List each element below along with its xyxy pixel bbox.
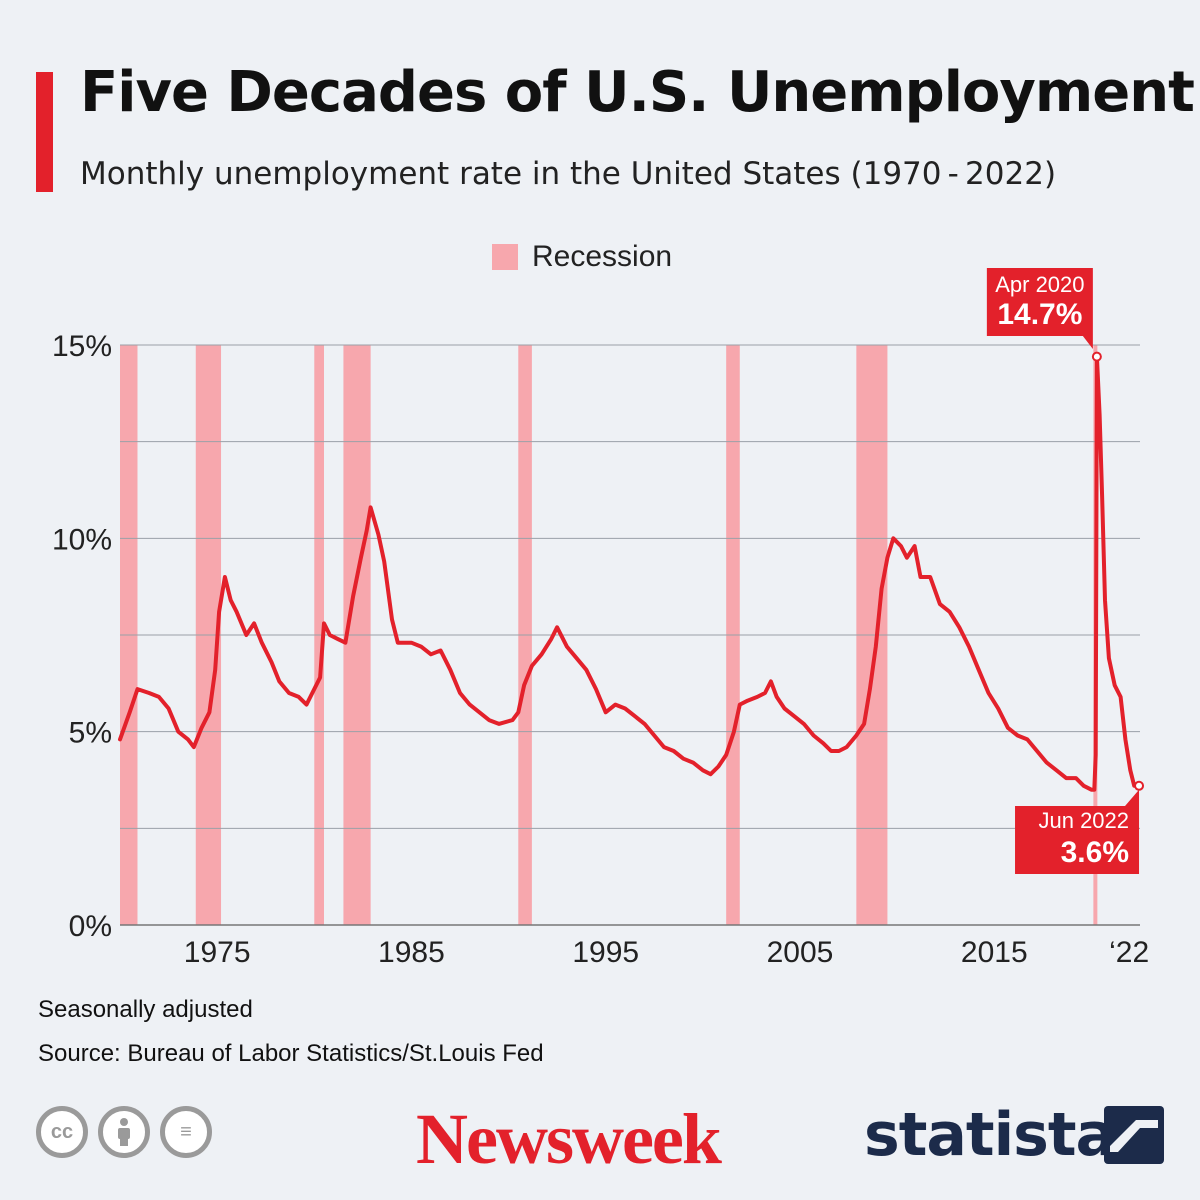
callout-peak-dot [1091,351,1102,362]
x-tick-label: 1985 [378,936,445,969]
no-derivatives-icon: ≡ [160,1106,212,1158]
callout-peak-date: Apr 2020 [995,272,1084,297]
callout-latest-date: Jun 2022 [1038,808,1129,833]
statista-logo: statista [864,1100,1116,1170]
legend-recession-label: Recession [532,240,673,273]
y-tick-label: 0% [69,910,112,943]
callout-peak-value: 14.7% [997,298,1082,331]
y-tick-label: 10% [52,523,112,556]
chart-subtitle: Monthly unemployment rate in the United … [80,156,1057,192]
callout-latest-dot [1134,780,1145,791]
legend-recession-swatch [492,244,518,270]
x-tick-label: 2015 [961,936,1028,969]
statista-mark-icon [1104,1106,1164,1164]
footnote-source: Source: Bureau of Labor Statistics/St.Lo… [38,1040,544,1067]
chart-title: Five Decades of U.S. Unemployment [80,60,1195,125]
title-accent-bar [36,72,53,192]
y-tick-label: 5% [69,717,112,750]
x-tick-label: 2005 [767,936,834,969]
callout-latest-box [1015,789,1140,874]
callout-peak-box [986,268,1093,349]
x-tick-label: 1995 [572,936,639,969]
person-icon [118,1118,130,1146]
x-tick-label: 1975 [184,936,251,969]
callout-latest-value: 3.6% [1061,836,1129,869]
newsweek-logo: Newsweek [416,1099,722,1179]
legend: Recession [492,240,672,274]
license-icons: cc ≡ [36,1106,212,1158]
line-chart: 0% 5% 10% 15% 1975 1985 1995 2005 2015 ‘22 Apr 202… [52,268,1149,969]
x-tick-label: ‘22 [1109,936,1149,969]
y-tick-label: 15% [52,330,112,363]
attribution-icon [98,1106,150,1158]
footnote-seasonally-adjusted: Seasonally adjusted [38,996,253,1023]
series-line-0 [118,354,1141,792]
cc-icon: cc [36,1106,88,1158]
